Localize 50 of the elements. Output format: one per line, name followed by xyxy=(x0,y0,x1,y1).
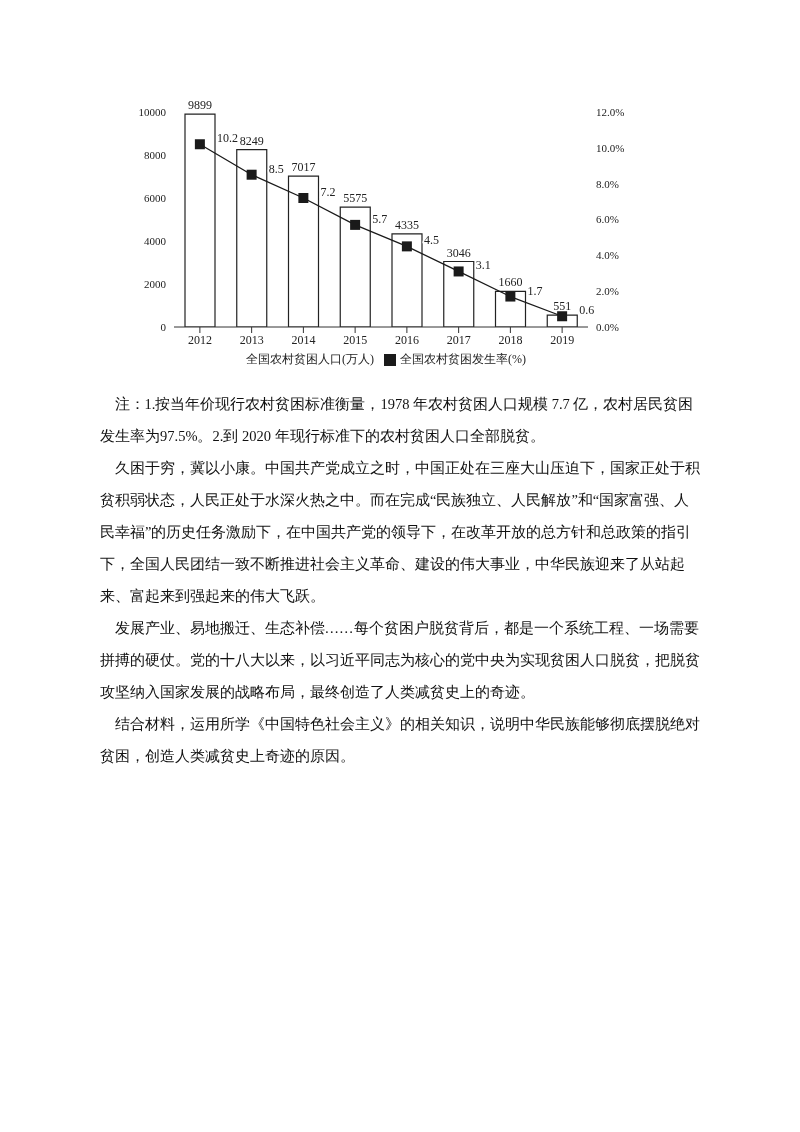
data-label: 10.2 xyxy=(216,131,238,146)
y2-tick-label: 0.0% xyxy=(596,320,619,333)
point xyxy=(401,241,412,252)
text: 全国农村贫困人口(万人) xyxy=(246,352,374,366)
data-label: 3.1 xyxy=(475,258,491,273)
y-tick-label: 8000 xyxy=(144,148,167,161)
x-tick-label: 2018 xyxy=(498,332,523,347)
y-tick-label: 4000 xyxy=(144,234,167,247)
data-label: 4335 xyxy=(395,217,419,232)
data-label: 0.6 xyxy=(579,303,595,318)
data-label: 5575 xyxy=(343,191,368,206)
data-label: 4.5 xyxy=(423,233,439,248)
y-tick-label: 6000 xyxy=(144,191,167,204)
point xyxy=(453,266,464,277)
data-label: 9899 xyxy=(188,98,212,113)
y2-tick-label: 10.0% xyxy=(596,141,625,154)
text: 注：1.按当年价现行农村贫困标准衡量，1978 年农村贫困人口规模 7.7 亿，农村居民贫困发生率为97.5%。2.到 2020 年现行标准下的农村贫困人口全部脱贫。 xyxy=(100,395,695,446)
point xyxy=(246,169,257,180)
y-tick-label: 0 xyxy=(160,320,167,333)
point xyxy=(194,139,205,150)
x-tick-label: 2016 xyxy=(394,332,419,347)
data-label: 3046 xyxy=(446,245,471,260)
x-tick-label: 2017 xyxy=(446,332,471,347)
text: 久困于穷，冀以小康。中国共产党成立之时，中国正处在三座大山压迫下，国家正处于积贫积弱状态，人民正处于水深火热之中。而在完成“民族独立、人民解放”和“国家富强、人民幸福”的历史任务激励下，在中国共产党的领导下，在改革开放的总方针和总政策的指引下，全国人民团结一致不断推进社会主义革命、建设的伟大事业，中华民族迎来了从站起来、富起来到强起来的伟大飞跃。 xyxy=(100,459,701,606)
y2-tick-label: 6.0% xyxy=(596,213,619,226)
y2-tick-label: 8.0% xyxy=(596,177,619,190)
data-label: 8.5 xyxy=(268,161,284,176)
data-label: 5.7 xyxy=(372,211,388,226)
data-label: 8249 xyxy=(239,133,264,148)
text: 结合材料，运用所学《中国特色社会主义》的相关知识，说明中华民族能够彻底摆脱绝对贫困，创造人类减贫史上奇迹的原因。 xyxy=(100,715,701,766)
x-tick-label: 2013 xyxy=(239,332,264,347)
y2-tick-label: 2.0% xyxy=(596,285,619,298)
data-label: 1660 xyxy=(498,275,523,290)
y2-tick-label: 12.0% xyxy=(596,105,625,118)
legend-label: 全国农村贫困发生率(%) xyxy=(400,352,526,366)
point xyxy=(350,219,361,230)
data-label: 7.2 xyxy=(320,185,336,199)
data-label: 551 xyxy=(553,299,572,314)
x-tick-label: 2014 xyxy=(291,332,316,347)
y-tick-label: 2000 xyxy=(144,277,167,290)
text: 发展产业、易地搬迁、生态补偿……每个贫困户脱贫背后，都是一个系统工程、一场需要拼搏的硬仗。党的十八大以来，以习近平同志为核心的党中央为实现贫困人口脱贫，把脱贫攻坚纳入国家发展的战略布局，最终创造了人类减贫史上的奇迹。 xyxy=(100,619,701,702)
point xyxy=(505,291,516,302)
y2-tick-label: 4.0% xyxy=(596,249,619,262)
y-tick-label: 10000 xyxy=(138,105,167,118)
data-label: 1.7 xyxy=(527,283,543,298)
point xyxy=(298,193,309,203)
x-tick-label: 2019 xyxy=(550,332,575,347)
x-tick-label: 2012 xyxy=(187,332,212,347)
data-label: 7017 xyxy=(291,160,316,175)
x-tick-label: 2015 xyxy=(343,332,368,347)
